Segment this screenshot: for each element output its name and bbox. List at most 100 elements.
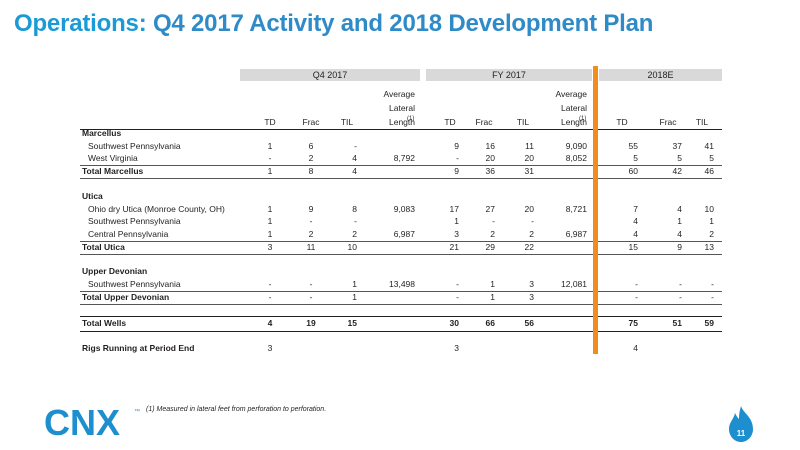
table-cell: - [492, 216, 495, 226]
column-header-avg-line1-7: Average [555, 89, 587, 99]
subtotal-underline [80, 254, 722, 255]
table-cell: 56 [524, 318, 534, 328]
table-cell: - [456, 292, 459, 302]
total-rule [80, 165, 722, 166]
row-label: Total Upper Devonian [82, 292, 170, 302]
table-cell: 4 [352, 166, 357, 176]
table-cell: - [679, 292, 682, 302]
column-header-avg-line3-7: Length [561, 117, 587, 127]
total-wells-rule-top [80, 316, 722, 317]
table-cell: 29 [485, 242, 495, 252]
table-cell: - [309, 292, 313, 302]
table-cell: 8,721 [565, 204, 587, 214]
table-cell: 37 [672, 141, 682, 151]
total-rule [80, 291, 722, 292]
table-cell: 2 [352, 229, 357, 239]
table-cell: 13,498 [389, 279, 415, 289]
column-header-til-2: TIL [340, 117, 354, 127]
logo-tm: ™ [134, 408, 140, 415]
column-header-til-10: TIL [695, 117, 709, 127]
table-cell: 51 [672, 318, 682, 328]
table-cell: - [268, 292, 272, 302]
column-header-avg-line1-3: Average [383, 89, 415, 99]
table-cell: 9 [454, 166, 459, 176]
group-bar-q4 [240, 69, 420, 81]
table-cell: 11 [525, 141, 534, 151]
table-cell: 4 [677, 204, 682, 214]
column-header-avg-line2-3: Lateral [389, 103, 415, 113]
table-cell: 42 [672, 166, 682, 176]
table-cell: 5 [677, 153, 682, 163]
row-label: Ohio dry Utica (Monroe County, OH) [88, 204, 225, 214]
table-cell: 8,792 [393, 153, 415, 163]
table-cell: 2 [308, 229, 314, 239]
column-header-til-6: TIL [516, 117, 530, 127]
table-cell: 2 [490, 229, 495, 239]
table-cell: 10 [347, 242, 357, 252]
table-cell: 1 [267, 229, 273, 239]
table-cell: 8 [308, 166, 314, 176]
page-title: Operations: Q4 2017 Activity and 2018 De… [14, 10, 653, 38]
table-cell: 12,081 [561, 279, 587, 289]
total-wells-rule-bottom [80, 331, 722, 332]
table-cell: 3 [529, 292, 534, 302]
title-prefix: Operations: [14, 10, 147, 37]
table-cell: 20 [485, 153, 495, 163]
table-cell: 55 [628, 141, 638, 151]
logo-text: CNX [44, 404, 120, 440]
group-bar-fy [426, 69, 592, 81]
table-cell: 6,987 [565, 229, 587, 239]
cnx-logo: CNX ™ [44, 404, 140, 440]
row-label: Total Wells [82, 318, 127, 328]
table-cell: 3 [454, 343, 459, 353]
table-cell: 1 [677, 216, 682, 226]
table-cell: 9 [308, 204, 314, 214]
table-cell: 5 [633, 153, 638, 163]
table-cell: 1 [352, 279, 357, 289]
table-cell: 4 [633, 216, 638, 226]
header-rule [80, 129, 722, 130]
table-cell: 16 [485, 141, 495, 151]
table-cell: 9 [454, 141, 459, 151]
table-cell: 4 [633, 229, 638, 239]
table-cell: 1 [490, 292, 495, 302]
table-cell: 75 [628, 318, 638, 328]
table-cell: 31 [524, 166, 534, 176]
column-header-avg-line2-7: Lateral [561, 103, 587, 113]
total-rule [80, 241, 722, 242]
table-cell: - [711, 279, 714, 289]
table-cell: 1 [267, 166, 273, 176]
table-cell: 1 [267, 141, 273, 151]
table-cell: 21 [449, 242, 459, 252]
column-header-frac-5: Frac [475, 117, 493, 127]
row-label: Upper Devonian [82, 266, 148, 276]
table-cell: 1 [709, 216, 714, 226]
page-number: 11 [737, 429, 746, 438]
table-cell: - [711, 292, 714, 302]
table-cell: 27 [485, 204, 495, 214]
group-bar-2018e [599, 69, 722, 81]
table-cell: - [456, 153, 459, 163]
table-cell: 60 [628, 166, 638, 176]
table-cell: 46 [704, 166, 714, 176]
table-cell: - [354, 216, 357, 226]
period-divider-line [593, 66, 598, 354]
table-cell: 20 [524, 153, 534, 163]
table-cell: 11 [306, 242, 316, 252]
table-cell: 36 [485, 166, 495, 176]
column-header-avg-line3-3: Length [389, 117, 415, 127]
table-cell: 5 [709, 153, 714, 163]
title-main: Q4 2017 Activity and 2018 Development Pl… [152, 10, 654, 37]
table-cell: 2 [709, 229, 714, 239]
subtotal-underline [80, 178, 722, 179]
table-cell: 1 [454, 216, 459, 226]
table-cell: 4 [352, 153, 357, 163]
table-cell: 59 [704, 318, 714, 328]
table-cell: 10 [704, 204, 714, 214]
group-label-fy: FY 2017 [492, 70, 526, 80]
table-cell: 1 [267, 204, 273, 214]
footnote-ref-3: (1) [407, 116, 415, 122]
footnote-ref-7: (1) [579, 116, 587, 122]
table-cell: - [679, 279, 682, 289]
row-label: Utica [82, 191, 103, 201]
